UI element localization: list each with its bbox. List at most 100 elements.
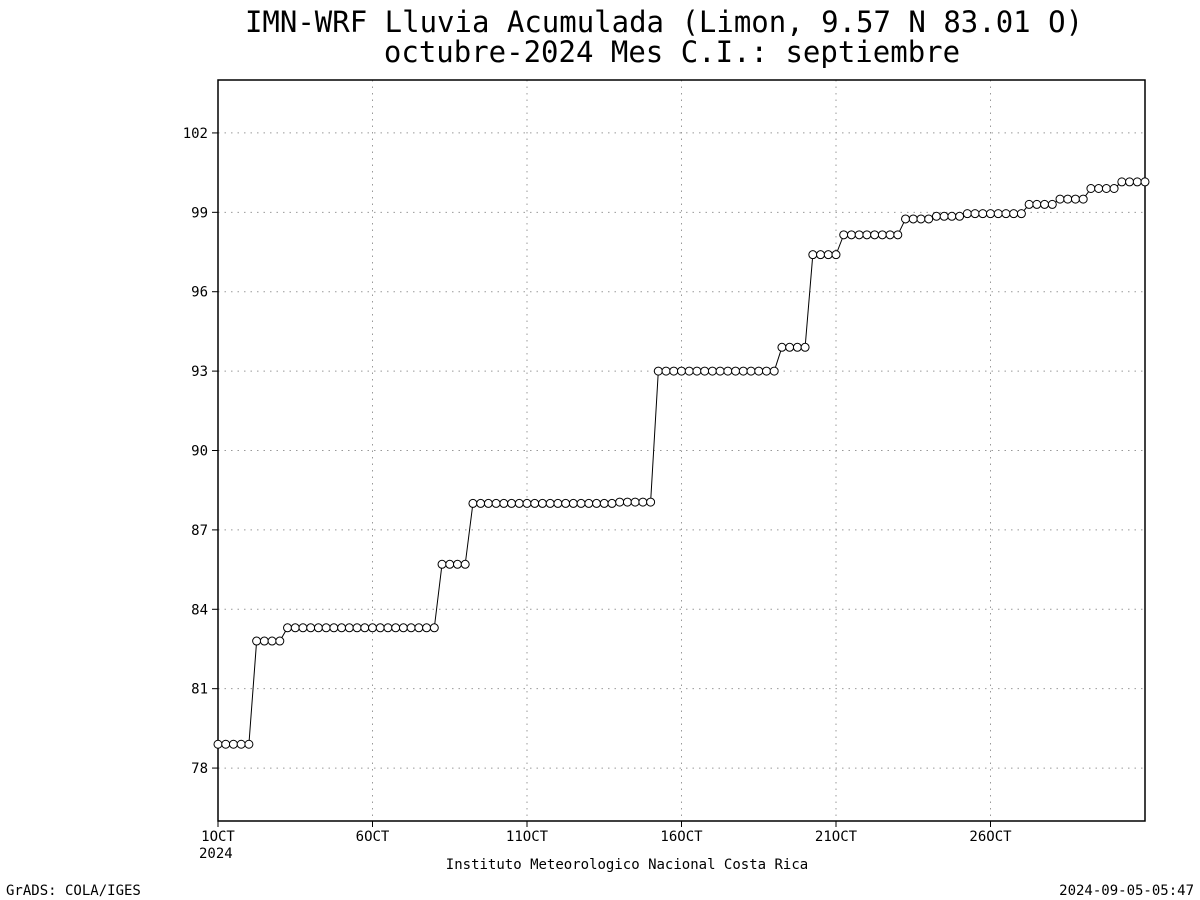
- data-point: [947, 211, 957, 221]
- data-point: [290, 623, 300, 633]
- data-point: [445, 559, 455, 569]
- data-point: [499, 498, 509, 508]
- data-point: [1024, 199, 1034, 209]
- data-point: [476, 498, 486, 508]
- footer-right: 2024-09-05-05:47: [1059, 883, 1194, 899]
- data-point: [653, 366, 663, 376]
- y-tick-label: 96: [191, 285, 208, 301]
- data-point: [1078, 194, 1088, 204]
- data-point: [1055, 194, 1065, 204]
- data-point: [375, 623, 385, 633]
- data-point: [306, 623, 316, 633]
- data-point: [761, 366, 771, 376]
- data-point: [437, 559, 447, 569]
- data-point: [1109, 184, 1119, 194]
- data-point: [646, 497, 656, 507]
- plot-frame: [217, 79, 1146, 822]
- y-tick-label: 81: [191, 682, 208, 698]
- y-tick-label: 84: [191, 602, 208, 618]
- data-point: [452, 559, 462, 569]
- data-point: [846, 230, 856, 240]
- data-point: [584, 498, 594, 508]
- data-point: [638, 497, 648, 507]
- data-point: [707, 366, 717, 376]
- y-tick-label: 78: [191, 761, 208, 777]
- data-point: [1047, 199, 1057, 209]
- data-point: [839, 230, 849, 240]
- data-point: [661, 366, 671, 376]
- data-point: [862, 230, 872, 240]
- data-point: [792, 342, 802, 352]
- data-point: [993, 209, 1003, 219]
- data-point: [684, 366, 694, 376]
- data-point: [924, 214, 934, 224]
- data-point: [700, 366, 710, 376]
- data-point: [267, 636, 277, 646]
- data-point: [483, 498, 493, 508]
- chart-subtitle: octubre-2024 Mes C.I.: septiembre: [384, 35, 960, 69]
- data-point: [553, 498, 563, 508]
- data-point: [622, 497, 632, 507]
- data-point: [785, 342, 795, 352]
- x-tick-label: 6OCT: [356, 829, 390, 845]
- data-point: [1125, 177, 1135, 187]
- data-point: [259, 636, 269, 646]
- data-point: [221, 739, 231, 749]
- data-point: [414, 623, 424, 633]
- data-point: [283, 623, 293, 633]
- data-point: [1101, 184, 1111, 194]
- data-point: [1070, 194, 1080, 204]
- data-point: [530, 498, 540, 508]
- data-point: [893, 230, 903, 240]
- data-point: [916, 214, 926, 224]
- data-point: [615, 497, 625, 507]
- data-point: [854, 230, 864, 240]
- y-tick-label: 90: [191, 444, 208, 460]
- data-point: [545, 498, 555, 508]
- data-point: [901, 214, 911, 224]
- data-point: [970, 209, 980, 219]
- data-point: [360, 623, 370, 633]
- data-point: [630, 497, 640, 507]
- data-point: [1140, 177, 1150, 187]
- data-point: [329, 623, 339, 633]
- y-tick-label: 87: [191, 523, 208, 539]
- data-point: [1063, 194, 1073, 204]
- data-point: [607, 498, 617, 508]
- x-tick-year: 2024: [199, 846, 233, 862]
- data-point: [885, 230, 895, 240]
- data-point: [275, 636, 285, 646]
- data-point: [422, 623, 432, 633]
- x-axis-label: Instituto Meteorologico Nacional Costa R…: [446, 857, 808, 873]
- data-point: [298, 623, 308, 633]
- data-point: [808, 250, 818, 260]
- data-point: [777, 342, 787, 352]
- data-point: [398, 623, 408, 633]
- data-point: [514, 498, 524, 508]
- data-point: [746, 366, 756, 376]
- data-point: [723, 366, 733, 376]
- data-point: [522, 498, 532, 508]
- data-point: [561, 498, 571, 508]
- data-point: [568, 498, 578, 508]
- data-point: [321, 623, 331, 633]
- data-point: [939, 211, 949, 221]
- data-point: [406, 623, 416, 633]
- x-tick-label: 1OCT: [201, 829, 235, 845]
- data-point: [738, 366, 748, 376]
- data-point: [908, 214, 918, 224]
- x-tick-label: 16OCT: [660, 829, 703, 845]
- y-tick-label: 99: [191, 205, 208, 221]
- data-point: [368, 623, 377, 633]
- data-point: [313, 623, 323, 633]
- data-point: [1001, 209, 1011, 219]
- data-point: [429, 623, 439, 633]
- data-point: [955, 211, 965, 221]
- chart-title: IMN-WRF Lluvia Acumulada (Limon, 9.57 N …: [245, 5, 1083, 39]
- data-point: [823, 250, 833, 260]
- data-point: [576, 498, 586, 508]
- data-point: [1032, 199, 1042, 209]
- data-point: [344, 623, 354, 633]
- data-point: [213, 739, 223, 749]
- data-point: [1117, 177, 1127, 187]
